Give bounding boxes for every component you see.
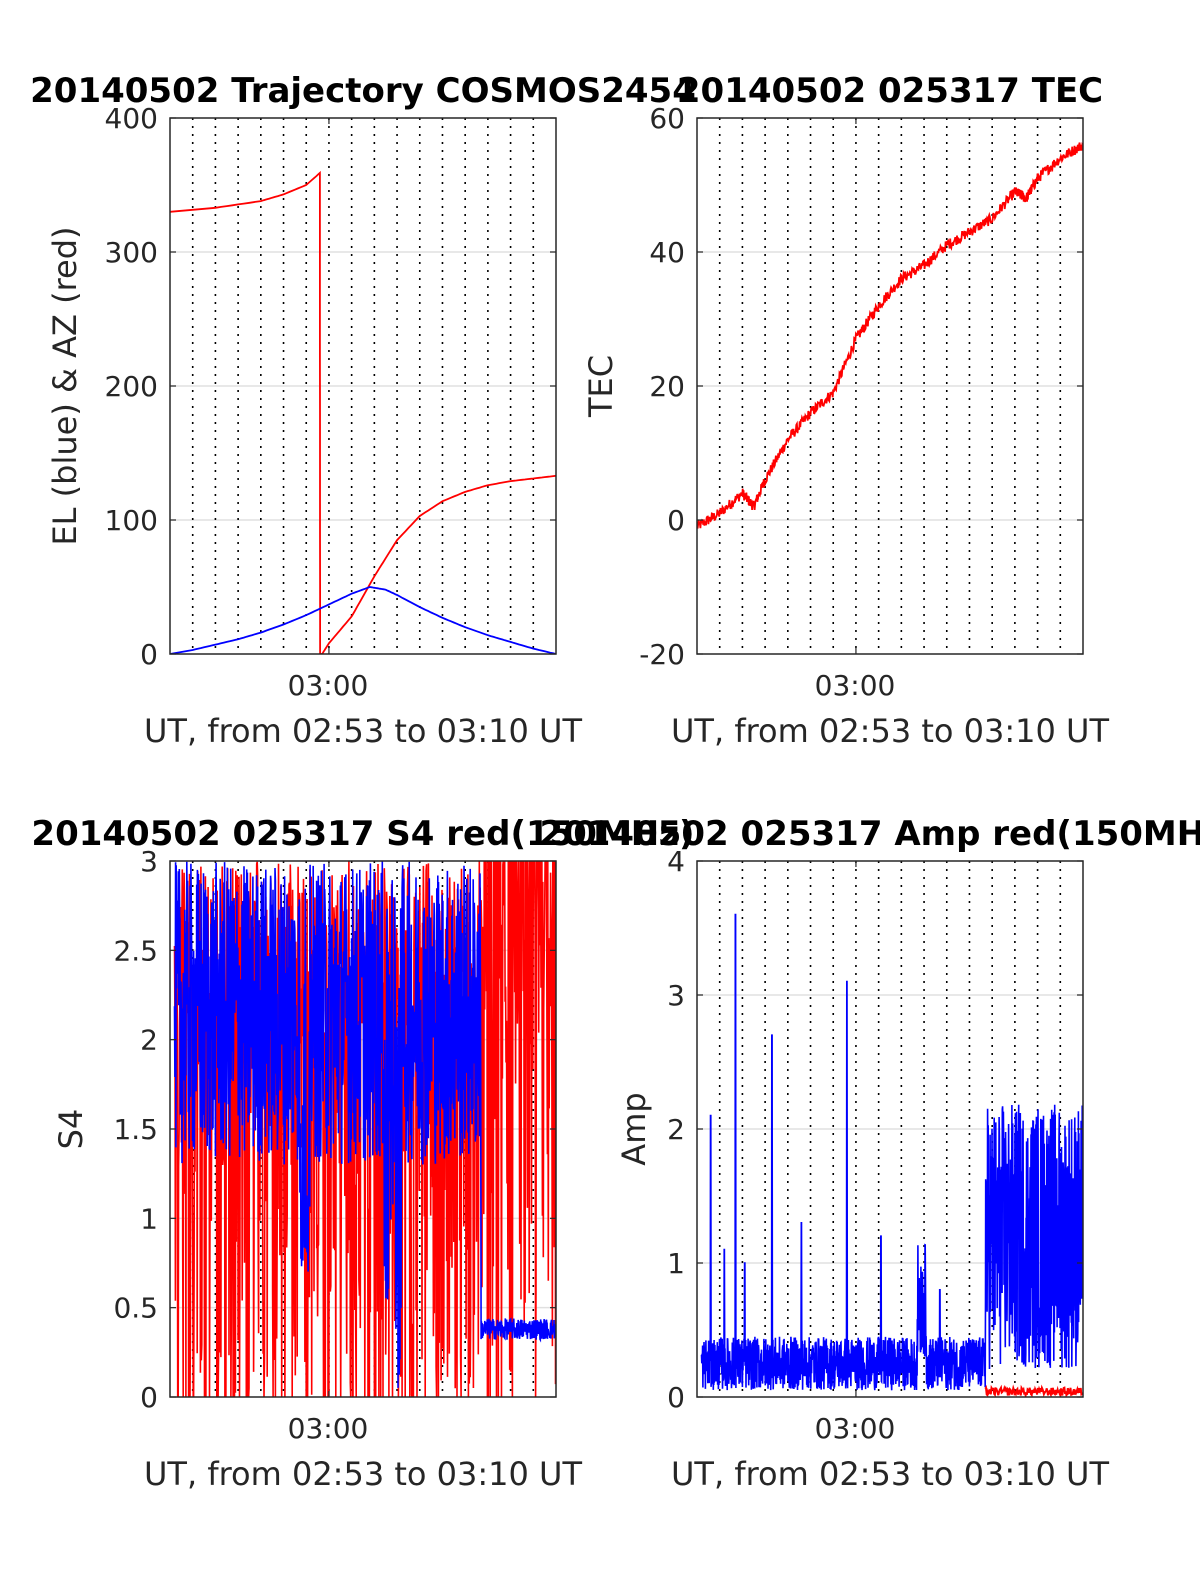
panel-tec: -20 0 20 40 60 20140502 025317 TEC 03:00 UT,… (582, 71, 1109, 750)
y-axis-label: S4 (52, 1109, 90, 1150)
y-tick-label: 60 (649, 102, 685, 135)
x-tick-label: 03:00 (288, 1412, 369, 1445)
x-axis-label: UT, from 02:53 to 03:10 UT (671, 712, 1109, 750)
y-axis-label: TEC (582, 355, 620, 418)
red-series-line (173, 861, 556, 1397)
panel-s4: 0 0.5 1 1.5 2 2.5 3 20140502 025317 S4 red(150… (31, 814, 694, 1493)
y-tick-label: 300 (105, 236, 158, 269)
y-tick-label: 200 (105, 370, 158, 403)
x-tick-label: 03:00 (815, 1412, 896, 1445)
y-tick-label: 0.5 (113, 1292, 158, 1325)
red-series-line (984, 1384, 1083, 1397)
y-tick-label: 1 (667, 1247, 685, 1280)
chart-title: 20140502 025317 S4 red(150MHz) (31, 814, 694, 854)
y-axis-label: EL (blue) & AZ (red) (46, 226, 84, 545)
x-axis-label: UT, from 02:53 to 03:10 UT (144, 1455, 582, 1493)
y-tick-label: -20 (639, 638, 685, 671)
y-tick-label: 4 (667, 845, 685, 878)
blue-series-line (700, 913, 1083, 1391)
y-axis-label: Amp (615, 1092, 653, 1165)
chart-title: 20140502 Trajectory COSMOS2454 (30, 71, 696, 111)
y-tick-label: 0 (667, 504, 685, 537)
red-series-line (170, 170, 556, 654)
y-tick-label: 2 (140, 1024, 158, 1057)
y-tick-label: 0 (140, 1381, 158, 1414)
chart-title: 20140502 025317 Amp red(150MHz) (539, 814, 1200, 854)
y-tick-label: 1.5 (113, 1113, 158, 1146)
x-axis-label: UT, from 02:53 to 03:10 UT (144, 712, 582, 750)
x-axis-label: UT, from 02:53 to 03:10 UT (671, 1455, 1109, 1493)
y-tick-label: 0 (140, 638, 158, 671)
y-tick-label: 3 (667, 979, 685, 1012)
y-tick-label: 0 (667, 1381, 685, 1414)
blue-series-line (173, 861, 556, 1388)
y-tick-label: 100 (105, 504, 158, 537)
y-tick-label: 40 (649, 236, 685, 269)
y-tick-label: 3 (140, 845, 158, 878)
blue-series-line (170, 586, 556, 654)
panel-amp: 0 1 2 3 4 20140502 025317 Amp red(150MHz) 03… (539, 814, 1200, 1493)
y-tick-label: 2.5 (113, 934, 158, 967)
y-tick-label: 2 (667, 1113, 685, 1146)
x-tick-label: 03:00 (288, 669, 369, 702)
red-series-line (697, 142, 1083, 529)
y-tick-label: 1 (140, 1202, 158, 1235)
chart-title: 20140502 025317 TEC (677, 71, 1103, 111)
x-tick-label: 03:00 (815, 669, 896, 702)
y-tick-label: 20 (649, 370, 685, 403)
y-tick-label: 400 (105, 102, 158, 135)
